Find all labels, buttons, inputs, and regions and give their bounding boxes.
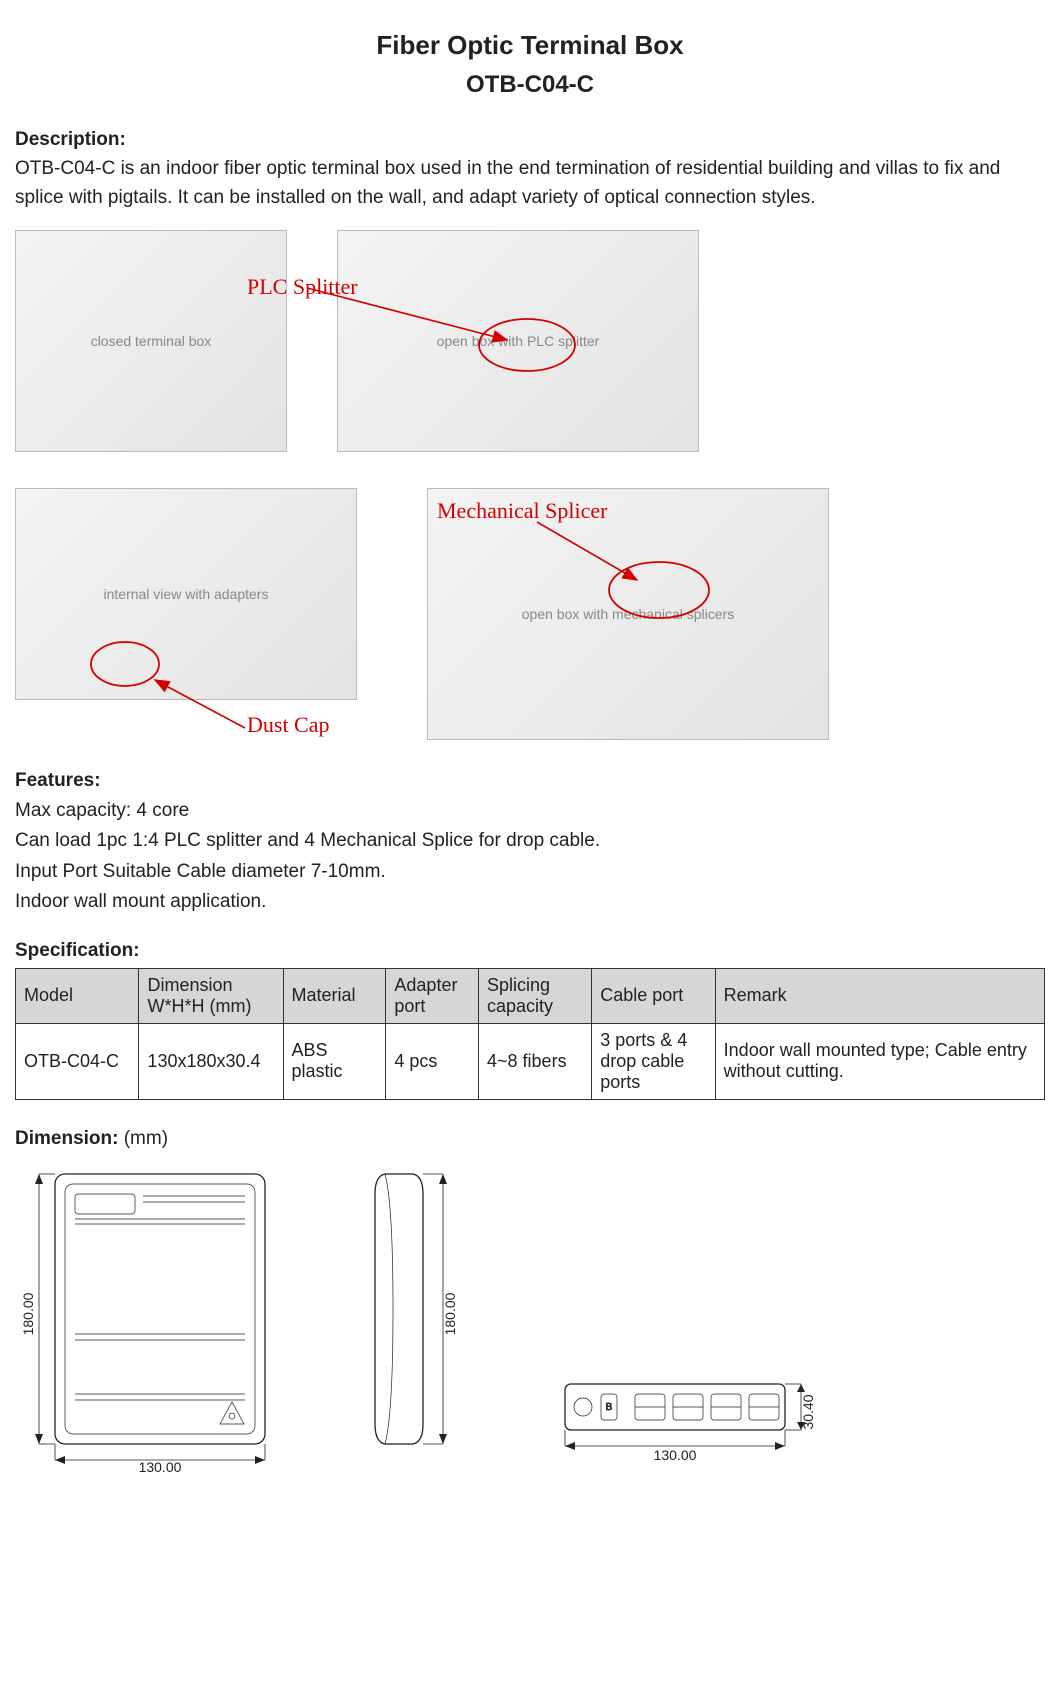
dimension-heading-text: Dimension: — [15, 1128, 118, 1149]
dim-front-h: 180.00 — [20, 1292, 36, 1335]
side-view-drawing: 180.00 — [365, 1164, 475, 1474]
col-splicing: Splicing capacity — [479, 968, 592, 1023]
model-number: OTB-C04-C — [15, 71, 1045, 99]
feature-item: Can load 1pc 1:4 PLC splitter and 4 Mech… — [15, 826, 1045, 856]
feature-item: Max capacity: 4 core — [15, 796, 1045, 826]
table-row: OTB-C04-C 130x180x30.4 ABS plastic 4 pcs… — [16, 1023, 1045, 1099]
dimension-unit: (mm) — [124, 1128, 168, 1149]
cell: Indoor wall mounted type; Cable entry wi… — [715, 1023, 1044, 1099]
cell: 130x180x30.4 — [139, 1023, 283, 1099]
description-heading: Description: — [15, 129, 1045, 151]
photo-plc-splitter: open box with PLC splitter — [337, 230, 699, 452]
col-remark: Remark — [715, 968, 1044, 1023]
col-cableport: Cable port — [592, 968, 715, 1023]
cell: OTB-C04-C — [16, 1023, 139, 1099]
callout-mechanical-splicer: Mechanical Splicer — [437, 498, 607, 524]
photo-mechanical-splicer: open box with mechanical splicers — [427, 488, 829, 740]
table-header-row: Model Dimension W*H*H (mm) Material Adap… — [16, 968, 1045, 1023]
col-dimension: Dimension W*H*H (mm) — [139, 968, 283, 1023]
dimension-heading: Dimension: (mm) — [15, 1128, 1045, 1150]
cell: ABS plastic — [283, 1023, 386, 1099]
feature-item: Indoor wall mount application. — [15, 887, 1045, 917]
spec-heading: Specification: — [15, 940, 1045, 962]
dimension-drawings: 180.00 130.00 180.00 B — [15, 1164, 1045, 1474]
cell: 3 ports & 4 drop cable ports — [592, 1023, 715, 1099]
photo-grid: closed terminal box PLC Splitter open bo… — [15, 230, 1045, 740]
features-list: Max capacity: 4 core Can load 1pc 1:4 PL… — [15, 796, 1045, 918]
cell: 4~8 fibers — [479, 1023, 592, 1099]
feature-item: Input Port Suitable Cable diameter 7-10m… — [15, 857, 1045, 887]
dim-front-w: 130.00 — [139, 1459, 182, 1474]
dim-bottom-w: 130.00 — [654, 1447, 697, 1463]
callout-dust-cap: Dust Cap — [247, 712, 330, 738]
col-adapter: Adapter port — [386, 968, 479, 1023]
col-model: Model — [16, 968, 139, 1023]
dim-bottom-d: 30.40 — [800, 1394, 816, 1429]
front-view-drawing: 180.00 130.00 — [15, 1164, 295, 1474]
bottom-view-drawing: B 30.40 130.00 — [545, 1364, 835, 1474]
callout-plc-splitter: PLC Splitter — [247, 274, 358, 300]
photo-closed-box: closed terminal box — [15, 230, 287, 452]
svg-text:B: B — [606, 1402, 613, 1413]
photo-adapters: internal view with adapters — [15, 488, 357, 700]
cell: 4 pcs — [386, 1023, 479, 1099]
description-text: OTB-C04-C is an indoor fiber optic termi… — [15, 155, 1045, 212]
dim-side-h: 180.00 — [442, 1292, 458, 1335]
features-heading: Features: — [15, 770, 1045, 792]
col-material: Material — [283, 968, 386, 1023]
spec-table: Model Dimension W*H*H (mm) Material Adap… — [15, 968, 1045, 1100]
page-title: Fiber Optic Terminal Box — [15, 30, 1045, 61]
